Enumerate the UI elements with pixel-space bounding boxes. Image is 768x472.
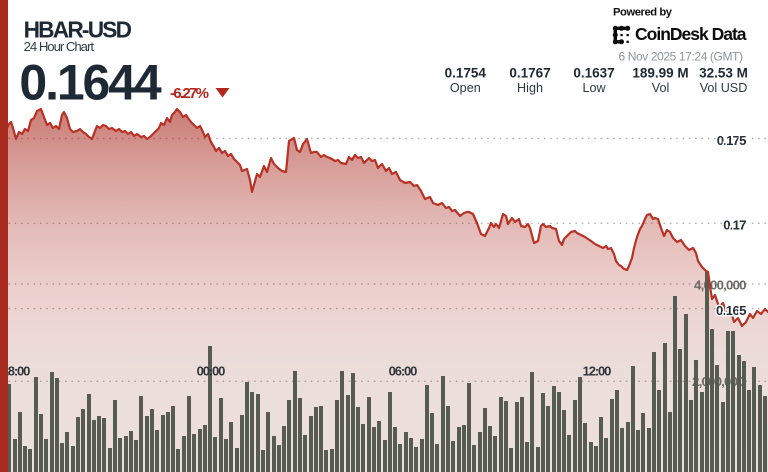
svg-text:06:00: 06:00 xyxy=(389,363,418,378)
svg-text:Low: Low xyxy=(582,81,606,95)
svg-text:Vol USD: Vol USD xyxy=(700,81,748,95)
svg-text:0.165: 0.165 xyxy=(716,303,747,318)
svg-text:0.17: 0.17 xyxy=(723,218,746,233)
svg-text:High: High xyxy=(517,81,543,95)
svg-text:-6.27%: -6.27% xyxy=(170,85,209,102)
svg-text:0.1767: 0.1767 xyxy=(509,66,550,81)
svg-text:Open: Open xyxy=(450,81,481,95)
svg-text:0.1754: 0.1754 xyxy=(445,66,487,81)
svg-text:18:00: 18:00 xyxy=(2,363,31,378)
svg-text:24 Hour Chart: 24 Hour Chart xyxy=(24,39,95,54)
svg-text:0.1637: 0.1637 xyxy=(573,66,614,81)
svg-text:6 Nov 2025 17:24 (GMT): 6 Nov 2025 17:24 (GMT) xyxy=(619,49,744,63)
svg-text:CoinDesk Data: CoinDesk Data xyxy=(635,24,747,44)
svg-text:189.99 M: 189.99 M xyxy=(632,66,688,81)
svg-text:00:00: 00:00 xyxy=(197,363,226,378)
svg-text:12:00: 12:00 xyxy=(583,363,612,378)
svg-text:32.53 M: 32.53 M xyxy=(699,66,748,81)
svg-text:4,000,000: 4,000,000 xyxy=(694,278,747,293)
svg-text:Vol: Vol xyxy=(652,81,670,95)
svg-text:Powered by: Powered by xyxy=(613,7,673,19)
svg-text:HBAR-USD: HBAR-USD xyxy=(24,17,132,43)
svg-text:0.1644: 0.1644 xyxy=(19,55,161,111)
svg-text:0.175: 0.175 xyxy=(717,133,747,148)
